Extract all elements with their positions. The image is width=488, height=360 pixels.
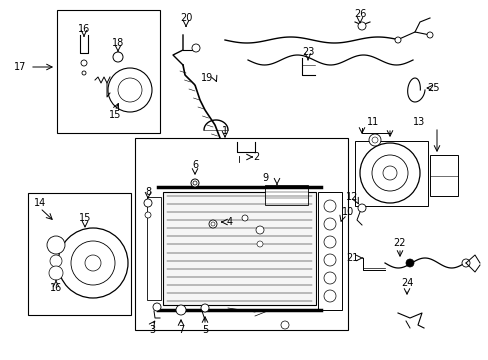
Text: 24: 24 [400,278,412,288]
Text: 22: 22 [393,238,406,248]
Bar [317,192,341,310]
Text: 15: 15 [79,213,91,223]
Circle shape [208,220,217,228]
Circle shape [81,60,87,66]
Text: 9: 9 [262,173,267,183]
Bar [163,192,315,305]
Circle shape [324,254,335,266]
Circle shape [47,236,65,254]
Circle shape [371,137,377,143]
Circle shape [49,266,63,280]
Text: 17: 17 [14,62,26,72]
Circle shape [85,255,101,271]
Text: 18: 18 [112,38,124,48]
Text: 10: 10 [341,207,353,217]
Text: 16: 16 [50,283,62,293]
Circle shape [357,22,365,30]
Text: 15: 15 [109,110,121,120]
Text: 12: 12 [345,192,357,202]
Text: 1: 1 [222,126,227,136]
Text: 3: 3 [149,325,155,335]
Text: 25: 25 [427,83,439,93]
Circle shape [192,44,200,52]
Circle shape [50,255,62,267]
Circle shape [113,52,123,62]
Circle shape [82,71,86,75]
Text: 11: 11 [366,117,378,127]
Circle shape [257,241,263,247]
Bar [28,193,131,315]
Circle shape [324,236,335,248]
Circle shape [324,218,335,230]
Circle shape [210,222,215,226]
Circle shape [108,68,152,112]
Text: 5: 5 [202,325,208,335]
Text: 26: 26 [353,9,366,19]
Bar [354,141,427,206]
Text: 13: 13 [412,117,424,127]
Circle shape [382,166,396,180]
Circle shape [118,78,142,102]
Circle shape [461,259,469,267]
Circle shape [394,37,400,43]
Text: 2: 2 [252,152,259,162]
Text: 8: 8 [144,187,151,197]
Text: 6: 6 [192,160,198,170]
Bar [429,155,457,196]
Text: 19: 19 [201,73,213,83]
Bar [264,185,307,205]
Circle shape [242,215,247,221]
Circle shape [153,303,161,311]
Text: 20: 20 [180,13,192,23]
Text: 14: 14 [34,198,46,208]
Circle shape [58,228,128,298]
Circle shape [357,204,365,212]
Circle shape [201,304,208,312]
Text: 7: 7 [178,325,184,335]
Circle shape [145,212,151,218]
Circle shape [256,226,264,234]
Circle shape [281,321,288,329]
Text: 21: 21 [345,253,357,263]
Circle shape [405,259,413,267]
Circle shape [324,290,335,302]
Circle shape [176,305,185,315]
Circle shape [193,181,197,185]
Circle shape [143,199,152,207]
Bar [135,138,347,330]
Text: 4: 4 [226,217,233,227]
Circle shape [426,32,432,38]
Circle shape [191,179,199,187]
Circle shape [368,134,380,146]
Circle shape [324,272,335,284]
Circle shape [371,155,407,191]
Circle shape [324,200,335,212]
Bar [147,197,161,300]
Text: 23: 23 [301,47,314,57]
Text: 16: 16 [78,24,90,34]
Bar [57,10,160,133]
Circle shape [71,241,115,285]
Circle shape [359,143,419,203]
